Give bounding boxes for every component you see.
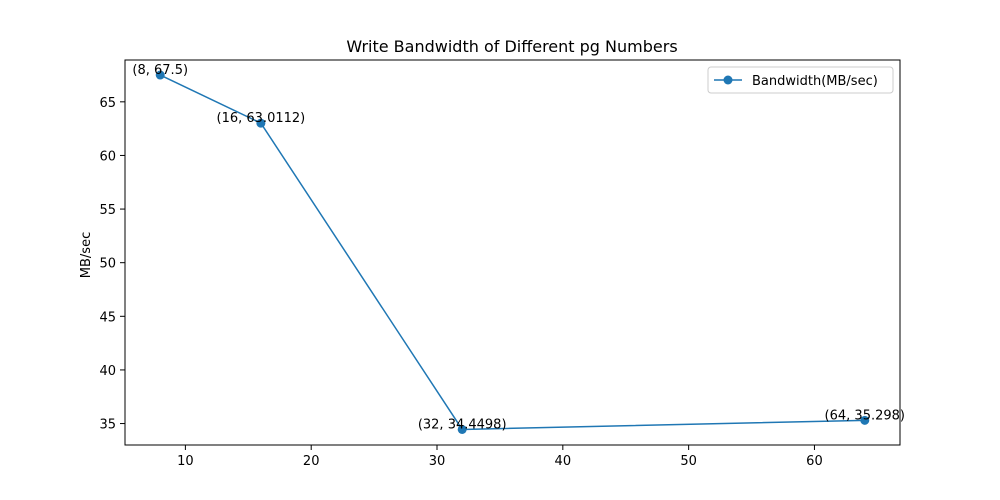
plot-layer: 10 20 30 40 50 60 35 40 45 50 55 60 65 (8, 67.5) (16, …: [99, 59, 905, 469]
data-point: [155, 70, 165, 80]
legend: Bandwidth(MB/sec): [707, 66, 894, 94]
y-tick-label: 65: [99, 96, 116, 111]
data-label: (64, 35.298): [825, 408, 905, 423]
y-tick-label: 55: [99, 203, 116, 218]
data-label: (32, 34.4498): [418, 417, 507, 432]
data-label: (8, 67.5): [132, 63, 188, 78]
legend-label: Bandwidth(MB/sec): [752, 74, 878, 89]
y-tick-label: 60: [99, 149, 116, 164]
x-tick-label: 50: [680, 454, 697, 469]
y-tick-label: 40: [99, 364, 116, 379]
x-tick-label: 40: [555, 454, 572, 469]
x-tick-label: 60: [806, 454, 823, 469]
legend-box: [707, 66, 894, 94]
x-tick-label: 20: [303, 454, 320, 469]
legend-marker: [723, 75, 733, 85]
data-label: (16, 63.0112): [217, 111, 306, 126]
x-tick-label: 10: [177, 454, 194, 469]
y-tick-label: 50: [99, 257, 116, 272]
data-point: [457, 424, 467, 434]
plot-frame: [124, 59, 901, 446]
data-point: [256, 118, 266, 128]
y-tick-label: 45: [99, 310, 116, 325]
series-line: [159, 74, 865, 431]
x-tick-label: 30: [429, 454, 446, 469]
y-axis-label: MB/sec: [79, 232, 94, 278]
chart-title: Write Bandwidth of Different pg Numbers: [346, 37, 677, 56]
y-tick-label: 35: [99, 418, 116, 433]
data-point: [860, 415, 870, 425]
